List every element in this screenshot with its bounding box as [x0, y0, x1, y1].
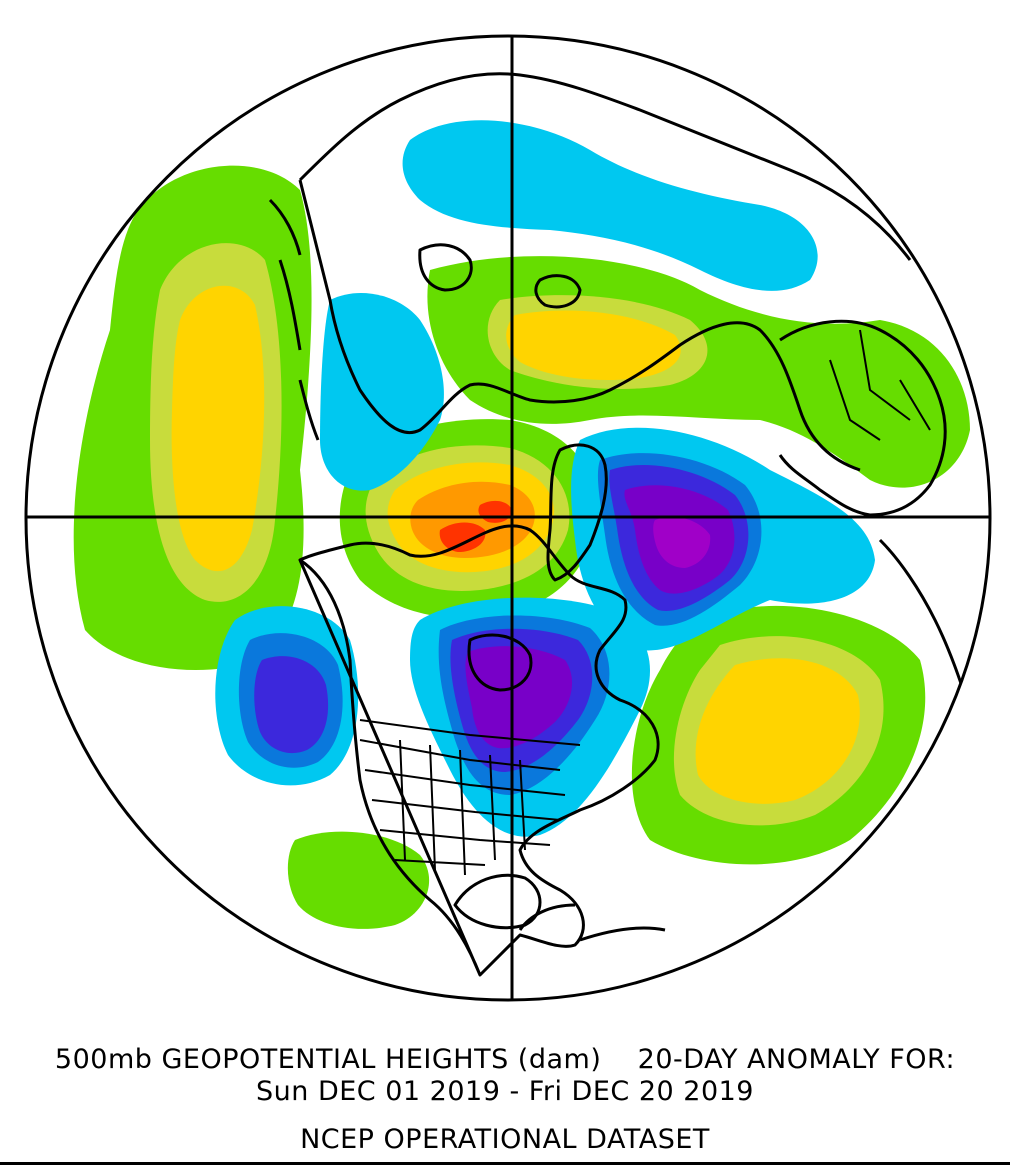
asia-negative-anomaly-small	[320, 292, 444, 491]
pacific-positive-anomaly-strong	[171, 285, 265, 572]
gulf-of-mexico-coastline	[453, 873, 542, 930]
hudson-bay-coastline	[467, 633, 533, 692]
north-america-coastline	[298, 524, 660, 977]
hemisphere-outline	[24, 34, 992, 1002]
greenland-coastline	[546, 443, 608, 582]
greenland-east-negative-anomaly-extreme	[653, 516, 711, 568]
eurasia-positive-anomaly-strong	[506, 310, 681, 381]
eurasia-coastline	[298, 72, 912, 472]
us-state-lines	[359, 739, 566, 876]
subtropical-pacific-positive-anomaly	[287, 831, 430, 929]
atlantic-positive-anomaly-strong	[695, 658, 860, 804]
bottom-divider	[0, 1162, 1010, 1165]
arctic-positive-anomaly-extreme	[439, 500, 512, 552]
europe-coastline	[778, 319, 947, 517]
north-america-negative-anomaly-very-strong	[465, 646, 573, 749]
siberia-negative-anomaly-weak	[402, 120, 818, 291]
arctic-islands-coastline	[418, 243, 582, 309]
europe-boundaries	[829, 329, 931, 441]
canada-province-lines	[359, 719, 581, 746]
gulf-alaska-negative-anomaly-strong	[254, 656, 329, 754]
map-dataset-label: NCEP OPERATIONAL DATASET	[300, 1124, 710, 1155]
political-boundaries	[359, 329, 931, 876]
map-title: 500mb GEOPOTENTIAL HEIGHTS (dam) 20-DAY …	[54, 1044, 956, 1075]
northern-hemisphere-polar-stereographic-map	[24, 34, 992, 1002]
map-date-range: Sun DEC 01 2019 - Fri DEC 20 2019	[256, 1076, 754, 1107]
polar-map-panel	[24, 34, 992, 1002]
east-asia-coastline	[268, 198, 320, 441]
anomaly-shading	[73, 120, 971, 929]
